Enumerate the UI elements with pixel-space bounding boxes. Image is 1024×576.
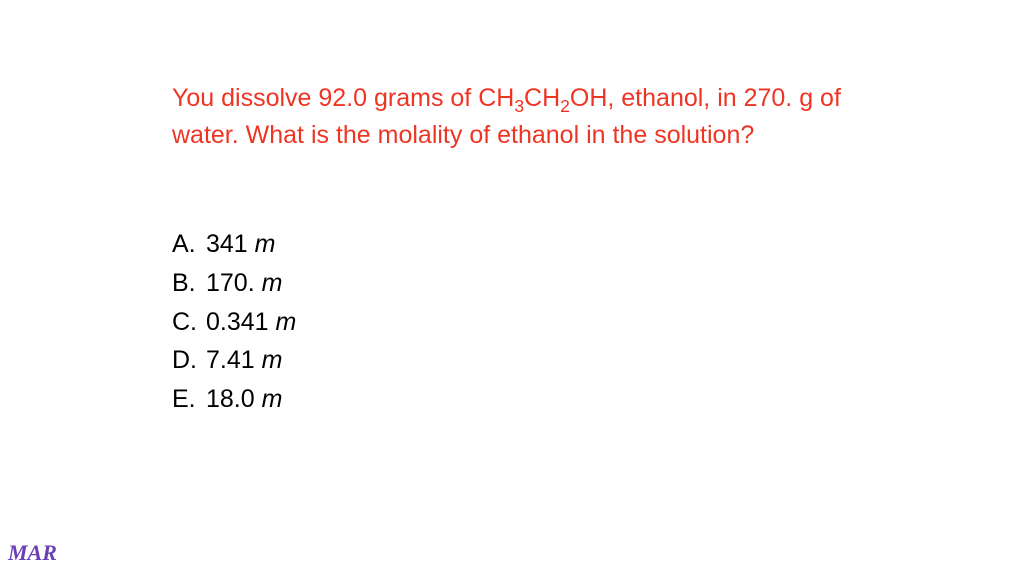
question-sub-1: 3 (514, 96, 524, 116)
option-letter: C. (172, 303, 206, 342)
option-value: 18.0 (206, 385, 255, 413)
option-a: A. 341 m (172, 225, 296, 264)
option-value: 7.41 (206, 346, 255, 374)
option-letter: E. (172, 380, 206, 419)
question-sub-2: 2 (560, 96, 570, 116)
option-unit: m (262, 385, 283, 413)
option-d: D. 7.41 m (172, 341, 296, 380)
option-unit: m (276, 308, 297, 336)
option-value: 0.341 (206, 308, 269, 336)
option-unit: m (255, 230, 276, 258)
option-b: B. 170. m (172, 264, 296, 303)
option-value: 341 (206, 230, 248, 258)
option-unit: m (262, 269, 283, 297)
answer-options: A. 341 m B. 170. m C. 0.341 m D. 7.41 m … (172, 225, 296, 419)
option-letter: D. (172, 341, 206, 380)
question-text: You dissolve 92.0 grams of CH3CH2OH, eth… (172, 82, 852, 152)
option-unit: m (262, 346, 283, 374)
option-value: 170. (206, 269, 255, 297)
option-letter: A. (172, 225, 206, 264)
option-e: E. 18.0 m (172, 380, 296, 419)
footer-label: MAR (8, 540, 57, 566)
option-c: C. 0.341 m (172, 303, 296, 342)
question-part-1: You dissolve 92.0 grams of CH (172, 84, 514, 112)
option-letter: B. (172, 264, 206, 303)
question-part-2: CH (524, 84, 560, 112)
